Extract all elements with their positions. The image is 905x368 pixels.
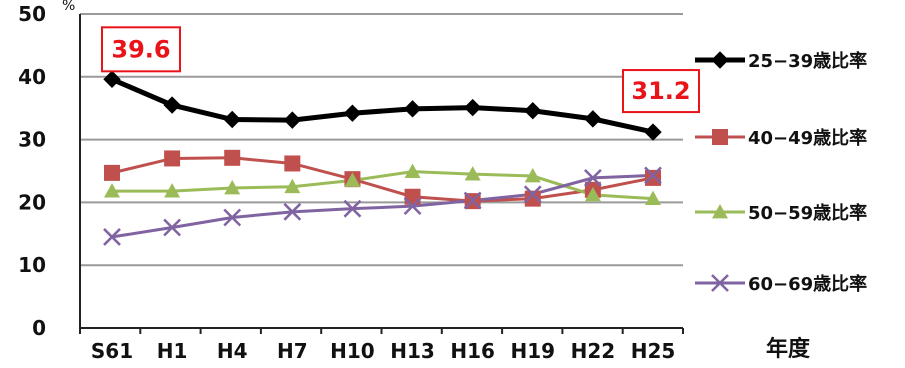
x-tick-label-H16: H16 — [450, 339, 495, 363]
data-point-s0-H10 — [343, 104, 362, 122]
y-tick-label-0: 0 — [32, 316, 46, 340]
data-point-s0-H7 — [283, 111, 302, 129]
series-line-3 — [111, 173, 654, 239]
legend-label-3: 60−69歳比率 — [748, 273, 867, 295]
data-callouts: 39.6 31.2 — [101, 26, 700, 114]
callout-label-0: 39.6 — [111, 35, 170, 63]
data-point-s0-S61 — [103, 70, 121, 89]
y-tick-label-10: 10 — [18, 253, 46, 277]
legend: 25−39歳比率 40−49歳比率 50−59歳比率 60−69歳比率 — [695, 50, 867, 295]
legend-label-2: 50−59歳比率 — [748, 202, 867, 224]
legend-marker-1 — [712, 129, 728, 145]
data-point-s3-H22 — [584, 169, 602, 187]
data-point-s2-S61 — [104, 183, 120, 198]
data-point-s1-H13 — [404, 188, 421, 205]
data-point-s3-S61 — [103, 228, 121, 246]
data-point-s2-H1 — [164, 183, 181, 198]
series-line-0 — [111, 77, 654, 135]
data-point-s2-H25 — [645, 190, 661, 206]
x-tick-label-H25: H25 — [631, 339, 676, 363]
callout-label-1: 31.2 — [631, 77, 690, 105]
series-markers — [103, 70, 662, 246]
data-point-s0-H25 — [644, 123, 662, 141]
grid-lines — [80, 13, 683, 267]
x-tick-label-H13: H13 — [390, 339, 435, 363]
legend-label-1: 40−49歳比率 — [748, 127, 867, 149]
data-point-s0-H16 — [463, 98, 482, 117]
x-tick-label-H7: H7 — [277, 339, 308, 363]
axes: % 年度 0 10 20 30 40 50 S61 H1 H4 H7 H10 H13 H16 H19 H22… — [18, 0, 811, 363]
legend-marker-3 — [711, 274, 729, 292]
x-axis-title: 年度 — [766, 336, 811, 362]
data-point-s2-H22 — [584, 186, 601, 202]
data-point-s3-H25 — [644, 166, 662, 185]
x-tick-label-H4: H4 — [217, 339, 248, 363]
data-point-s3-H19 — [523, 185, 542, 204]
data-point-s3-H7 — [283, 202, 302, 221]
data-point-s1-S61 — [104, 164, 120, 181]
data-point-s0-H13 — [403, 100, 422, 118]
series-lines — [111, 77, 654, 239]
data-point-s1-H4 — [224, 149, 241, 166]
data-point-s2-H7 — [284, 178, 301, 194]
data-point-s0-H22 — [584, 110, 602, 128]
x-tick-label-H1: H1 — [157, 339, 188, 363]
x-tick-label-H22: H22 — [571, 339, 616, 363]
legend-marker-2 — [712, 204, 728, 219]
data-point-s3-H1 — [163, 218, 181, 237]
data-point-s3-H16 — [463, 191, 482, 210]
data-point-s3-H13 — [403, 197, 422, 216]
data-point-s1-H25 — [645, 169, 661, 186]
data-point-s0-H4 — [223, 110, 241, 129]
data-point-s0-H1 — [163, 96, 181, 114]
y-tick-label-50: 50 — [18, 2, 46, 26]
x-tick-label-H10: H10 — [330, 339, 375, 363]
legend-marker-0 — [711, 51, 729, 69]
x-tick-label-S61: S61 — [91, 339, 133, 363]
data-point-s2-H16 — [464, 166, 481, 181]
x-tick-label-H19: H19 — [510, 339, 555, 363]
data-point-s2-H19 — [524, 168, 541, 183]
y-axis-unit-label: % — [62, 0, 75, 14]
y-tick-label-20: 20 — [18, 190, 46, 214]
data-point-s3-H4 — [223, 208, 242, 227]
data-point-s1-H1 — [164, 150, 181, 167]
data-point-s3-H10 — [343, 199, 362, 218]
callout-box-0 — [101, 26, 181, 73]
data-point-s0-H19 — [524, 102, 542, 120]
data-point-s2-H10 — [344, 172, 361, 187]
data-point-s1-H7 — [284, 155, 301, 172]
data-point-s1-H19 — [524, 190, 541, 207]
y-tick-label-40: 40 — [18, 65, 46, 89]
y-tick-label-30: 30 — [18, 128, 46, 152]
callout-box-1 — [622, 69, 700, 114]
data-point-s2-H4 — [224, 179, 241, 195]
data-point-s2-H13 — [404, 163, 421, 179]
legend-label-0: 25−39歳比率 — [748, 50, 867, 72]
series-line-1 — [111, 156, 654, 203]
